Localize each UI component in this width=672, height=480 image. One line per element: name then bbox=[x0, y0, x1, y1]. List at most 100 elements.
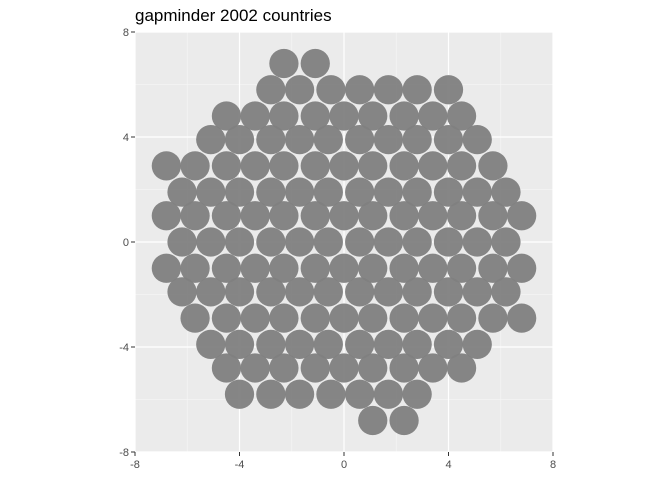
country-point-79 bbox=[211, 253, 242, 283]
country-point-5 bbox=[345, 75, 375, 105]
country-point-114 bbox=[196, 329, 226, 360]
country-point-40 bbox=[167, 177, 197, 207]
country-point-18 bbox=[196, 124, 226, 155]
country-point-38 bbox=[446, 151, 477, 181]
x-tick-label-4: 8 bbox=[550, 459, 556, 471]
country-point-23 bbox=[345, 124, 375, 155]
country-point-137 bbox=[345, 379, 375, 409]
country-point-91 bbox=[196, 277, 226, 307]
country-point-110 bbox=[418, 303, 448, 333]
country-point-125 bbox=[240, 353, 270, 383]
country-point-58 bbox=[329, 201, 359, 231]
country-point-100 bbox=[462, 277, 492, 307]
country-point-113 bbox=[507, 303, 537, 333]
country-point-59 bbox=[358, 201, 388, 231]
country-point-33 bbox=[300, 151, 330, 181]
axes: -8 -4 0 4 8 -8 -4 0 4 8 bbox=[119, 27, 556, 471]
country-point-122 bbox=[433, 329, 464, 360]
y-tick-label-0: -8 bbox=[119, 447, 129, 459]
country-point-26 bbox=[433, 124, 464, 155]
country-point-17 bbox=[446, 101, 477, 131]
country-point-43 bbox=[256, 177, 286, 207]
country-point-104 bbox=[240, 303, 270, 333]
country-point-3 bbox=[284, 75, 315, 105]
country-point-77 bbox=[151, 253, 181, 283]
country-point-135 bbox=[284, 379, 315, 409]
country-point-89 bbox=[507, 253, 537, 283]
country-point-11 bbox=[269, 101, 299, 131]
country-point-106 bbox=[300, 303, 330, 333]
country-point-103 bbox=[211, 303, 242, 333]
country-point-136 bbox=[316, 379, 346, 409]
country-point-27 bbox=[462, 124, 492, 155]
points bbox=[151, 48, 537, 436]
x-tick-label-3: 4 bbox=[445, 459, 451, 471]
country-point-95 bbox=[313, 277, 343, 307]
country-point-34 bbox=[329, 151, 359, 181]
country-point-119 bbox=[345, 329, 375, 360]
country-point-64 bbox=[507, 201, 537, 231]
country-point-111 bbox=[446, 303, 477, 333]
country-point-65 bbox=[167, 227, 197, 257]
y-tick-label-4: 8 bbox=[123, 27, 129, 39]
country-point-60 bbox=[389, 201, 419, 231]
x-tick-label-0: -8 bbox=[130, 459, 140, 471]
country-point-81 bbox=[269, 253, 299, 283]
country-point-92 bbox=[224, 277, 255, 307]
country-point-48 bbox=[402, 177, 432, 207]
country-point-133 bbox=[224, 379, 255, 409]
country-point-4 bbox=[316, 75, 346, 105]
country-point-76 bbox=[491, 227, 521, 257]
country-point-98 bbox=[402, 277, 432, 307]
country-point-74 bbox=[433, 227, 464, 257]
country-point-28 bbox=[151, 151, 181, 181]
country-point-105 bbox=[269, 303, 299, 333]
country-point-56 bbox=[269, 201, 299, 231]
country-point-112 bbox=[478, 303, 508, 333]
country-point-120 bbox=[373, 329, 404, 360]
country-point-73 bbox=[402, 227, 432, 257]
country-point-50 bbox=[462, 177, 492, 207]
country-point-94 bbox=[284, 277, 315, 307]
country-point-134 bbox=[256, 379, 286, 409]
country-point-87 bbox=[446, 253, 477, 283]
country-point-61 bbox=[418, 201, 448, 231]
country-point-19 bbox=[224, 124, 255, 155]
country-point-46 bbox=[345, 177, 375, 207]
country-point-97 bbox=[373, 277, 404, 307]
country-point-126 bbox=[269, 353, 299, 383]
country-point-29 bbox=[180, 151, 210, 181]
country-point-13 bbox=[329, 101, 359, 131]
country-point-127 bbox=[300, 353, 330, 383]
country-point-66 bbox=[196, 227, 226, 257]
country-point-49 bbox=[433, 177, 464, 207]
country-point-25 bbox=[402, 124, 432, 155]
country-point-47 bbox=[373, 177, 404, 207]
country-point-118 bbox=[313, 329, 343, 360]
country-point-9 bbox=[211, 101, 242, 131]
country-point-78 bbox=[180, 253, 210, 283]
country-point-130 bbox=[389, 353, 419, 383]
country-point-31 bbox=[240, 151, 270, 181]
country-point-2 bbox=[256, 75, 286, 105]
country-point-75 bbox=[462, 227, 492, 257]
country-point-99 bbox=[433, 277, 464, 307]
country-point-85 bbox=[389, 253, 419, 283]
country-point-71 bbox=[345, 227, 375, 257]
country-point-10 bbox=[240, 101, 270, 131]
country-point-70 bbox=[313, 227, 343, 257]
country-point-16 bbox=[418, 101, 448, 131]
country-point-7 bbox=[402, 75, 432, 105]
country-point-123 bbox=[462, 329, 492, 360]
country-point-116 bbox=[256, 329, 286, 360]
country-point-36 bbox=[389, 151, 419, 181]
country-point-35 bbox=[358, 151, 388, 181]
country-point-102 bbox=[180, 303, 210, 333]
country-point-32 bbox=[269, 151, 299, 181]
country-point-20 bbox=[256, 124, 286, 155]
country-point-139 bbox=[402, 379, 432, 409]
country-point-72 bbox=[373, 227, 404, 257]
country-point-138 bbox=[373, 379, 404, 409]
